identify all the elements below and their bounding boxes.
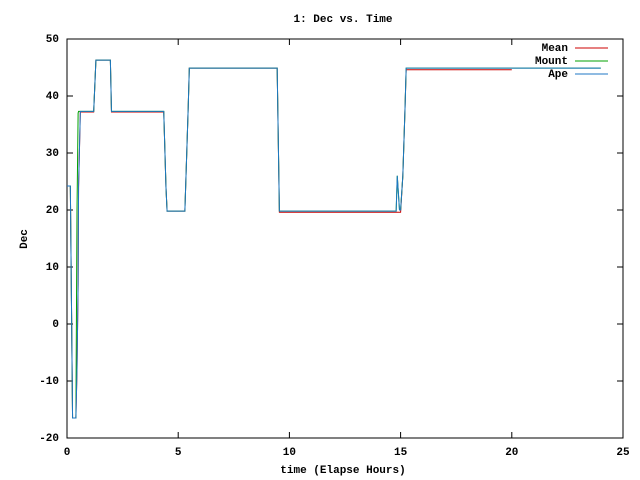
y-tick-label: 10 — [46, 262, 59, 274]
data-line — [67, 59, 512, 419]
y-tick-label: 50 — [46, 34, 59, 46]
plot-border — [66, 38, 624, 439]
x-axis-label: time (Elapse Hours) — [280, 465, 405, 477]
y-tick-label: -20 — [39, 433, 59, 445]
x-tick-label: 10 — [283, 447, 296, 459]
y-tick-label: 30 — [46, 148, 59, 160]
legend-label: Ape — [548, 69, 568, 81]
y-tick-label: -10 — [39, 376, 59, 388]
y-tick-label: 20 — [46, 205, 59, 217]
x-tick-label: 0 — [64, 447, 71, 459]
x-tick-label: 20 — [505, 447, 518, 459]
x-tick-label: 15 — [394, 447, 408, 459]
legend-label: Mean — [542, 43, 568, 55]
y-axis-label: Dec — [19, 229, 31, 249]
legend-label: Mount — [535, 56, 568, 68]
chart-title: 1: Dec vs. Time — [293, 14, 392, 26]
data-line — [67, 59, 601, 419]
x-tick-label: 25 — [616, 447, 630, 459]
y-tick-label: 40 — [46, 91, 59, 103]
y-tick-label: 0 — [52, 319, 59, 331]
data-line — [67, 59, 601, 419]
x-tick-label: 5 — [175, 447, 182, 459]
